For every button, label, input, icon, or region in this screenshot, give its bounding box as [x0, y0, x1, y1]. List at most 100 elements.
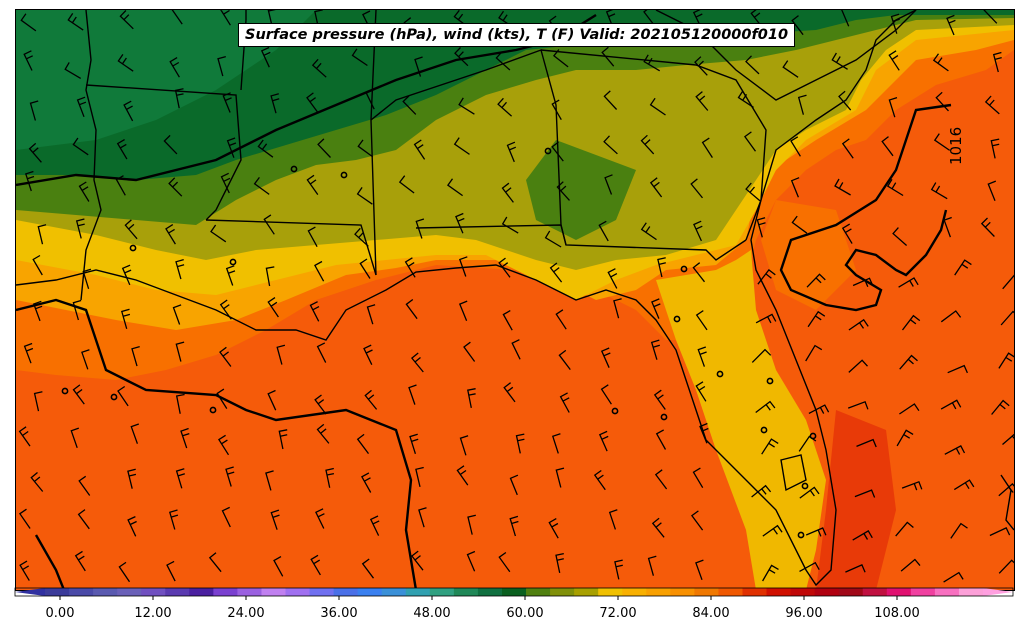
wind-barb	[888, 96, 898, 118]
wind-barb	[415, 218, 425, 239]
wind-barb	[70, 427, 80, 449]
wind-barb	[171, 10, 183, 25]
wind-barb	[23, 342, 34, 364]
wind-barb	[276, 344, 286, 365]
wind-barb	[175, 341, 185, 362]
wind-barb	[544, 230, 562, 248]
colorbar-tick-label: 0.00	[45, 606, 75, 621]
wind-barb	[361, 558, 375, 579]
wind-barb	[311, 58, 327, 78]
wind-barb	[808, 404, 830, 414]
wind-barb	[502, 310, 513, 331]
wind-barb	[117, 385, 129, 407]
wind-barb	[657, 257, 666, 278]
wind-barb	[115, 175, 126, 196]
wind-barb	[838, 90, 852, 111]
station-marker	[760, 426, 768, 434]
wind-barb	[121, 264, 132, 286]
wind-barb	[1000, 310, 1014, 326]
wind-barb	[998, 559, 1014, 574]
wind-barb	[848, 318, 869, 331]
wind-barb	[120, 308, 131, 329]
wind-barb	[841, 223, 853, 244]
wind-barb	[790, 136, 801, 157]
wind-barb	[751, 348, 772, 363]
wind-barb	[990, 138, 1000, 159]
wind-barb	[19, 560, 30, 581]
colorbar-cell	[694, 588, 719, 596]
wind-barb	[643, 54, 661, 72]
wind-barb	[497, 97, 513, 117]
wind-barb	[511, 339, 521, 360]
colorbar-tick-label: 60.00	[506, 606, 544, 621]
wind-barb	[598, 430, 609, 452]
wind-barb	[226, 137, 237, 158]
wind-barb	[946, 14, 956, 36]
wind-barb	[701, 137, 713, 158]
wind-barb	[74, 550, 86, 572]
wind-barb	[892, 227, 908, 246]
wind-barb	[649, 97, 666, 116]
colorbar-cell	[93, 588, 118, 596]
wind-barb	[28, 142, 42, 163]
temperature-fill	[16, 10, 1014, 590]
wind-barb	[791, 15, 804, 36]
wind-barb	[745, 182, 761, 202]
colorbar-tick-label: 72.00	[599, 606, 637, 621]
wind-barb	[954, 259, 972, 276]
wind-barb	[75, 218, 85, 239]
wind-barb	[351, 48, 368, 67]
wind-barb	[24, 170, 35, 192]
wind-barb	[614, 559, 623, 580]
wind-barb	[458, 97, 475, 115]
wind-barb	[455, 212, 465, 234]
colorbar-cell	[477, 588, 503, 596]
wind-barb	[467, 514, 476, 535]
wind-barb	[640, 222, 657, 241]
wind-barb	[169, 57, 180, 78]
wind-barb	[20, 13, 37, 32]
map-title: Surface pressure (hPa), wind (kts), T (F…	[245, 27, 789, 43]
map-title-box: Surface pressure (hPa), wind (kts), T (F…	[238, 23, 796, 47]
wind-barb	[260, 46, 271, 68]
wind-barb	[463, 341, 476, 362]
wind-barb	[831, 52, 848, 70]
station-marker	[110, 393, 118, 401]
wind-barb	[64, 62, 82, 79]
wind-barb	[690, 178, 704, 199]
station-marker	[660, 413, 668, 421]
wind-barb	[364, 389, 378, 410]
wind-barb	[408, 384, 417, 405]
wind-barb	[354, 227, 369, 247]
wind-barb	[356, 187, 373, 205]
colorbar-cell	[405, 588, 431, 596]
wind-barb	[989, 527, 1011, 537]
wind-barb	[32, 300, 43, 322]
wind-barb	[495, 51, 511, 71]
colorbar-cell	[357, 588, 383, 596]
wind-barb	[501, 216, 519, 234]
wind-barb	[558, 349, 571, 370]
wind-barb	[743, 131, 757, 152]
colorbar-cell	[670, 588, 695, 596]
colorbar-cell	[69, 588, 94, 596]
wind-barb	[987, 180, 997, 202]
wind-barb	[552, 49, 569, 68]
wind-barb	[737, 90, 754, 108]
wind-barb	[76, 96, 87, 118]
wind-barb	[601, 46, 615, 67]
wind-barb	[555, 552, 564, 574]
wind-barb	[81, 349, 90, 370]
wind-barb	[23, 50, 33, 71]
wind-barb	[82, 268, 92, 289]
wind-barb	[172, 304, 182, 325]
wind-barb	[559, 392, 570, 413]
wind-barb	[654, 469, 668, 490]
colorbar-tick-label: 84.00	[692, 606, 730, 621]
wind-barb	[163, 134, 178, 155]
wind-barb	[398, 175, 415, 194]
wind-barb	[413, 139, 426, 160]
colorbar-over-arrow	[983, 588, 1013, 596]
wind-barb	[593, 469, 606, 491]
wind-barb	[509, 474, 519, 496]
